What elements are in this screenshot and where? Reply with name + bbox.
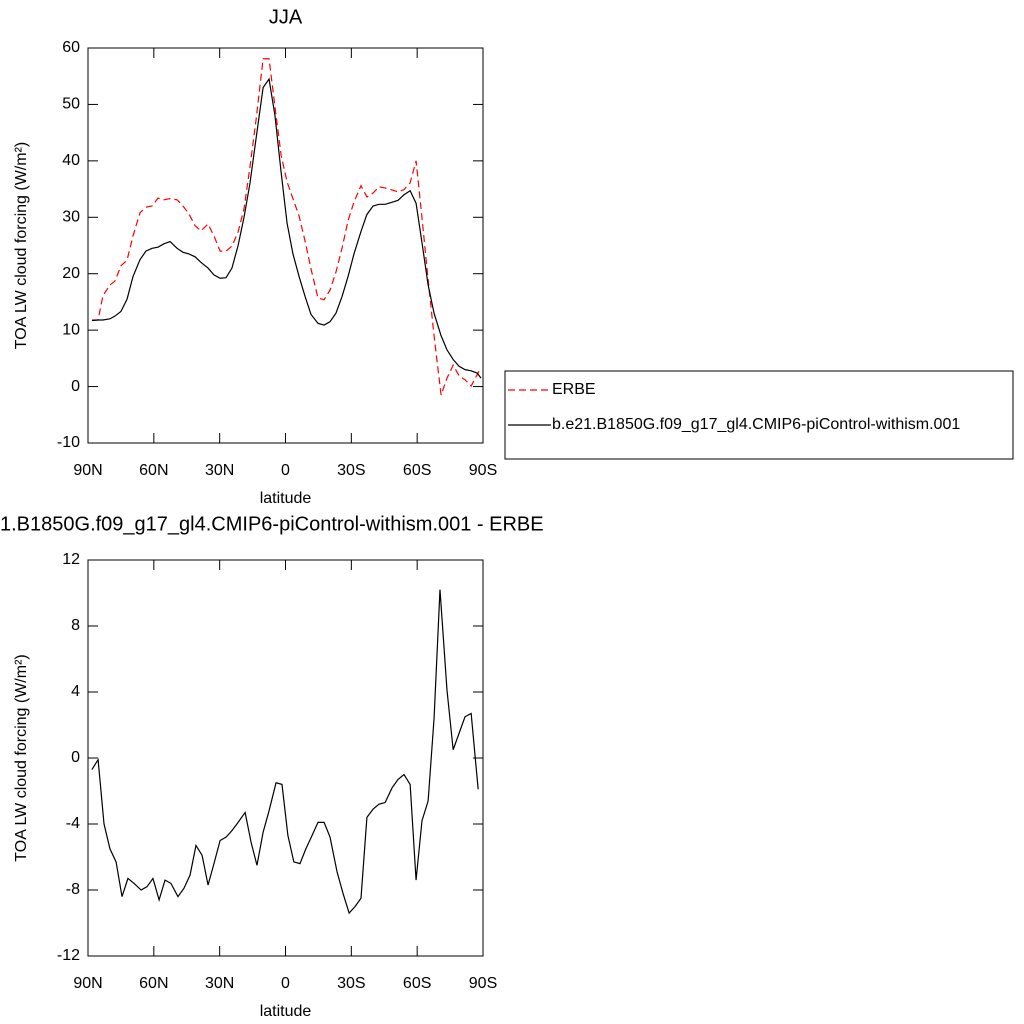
x-tick-label: 90S	[469, 975, 497, 992]
x-tick-label: 30N	[205, 975, 234, 992]
x-tick-label: 30S	[337, 462, 365, 479]
y-tick-label: 40	[62, 152, 80, 169]
y-tick-label: 50	[62, 96, 80, 113]
x-tick-label: 60S	[403, 462, 431, 479]
x-axis-label: latitude	[260, 490, 312, 507]
y-tick-label: 20	[62, 265, 80, 282]
chart-title: JJA	[269, 6, 303, 28]
y-tick-label: 60	[62, 39, 80, 56]
x-tick-label: 30S	[337, 975, 365, 992]
data-line	[91, 589, 479, 915]
x-tick-label: 60S	[403, 975, 431, 992]
y-tick-label: 12	[62, 551, 80, 568]
y-tick-label: 8	[71, 617, 80, 634]
y-tick-label: 0	[71, 378, 80, 395]
y-axis-label: TOA LW cloud forcing (W/m²)	[13, 654, 30, 861]
x-tick-label: 0	[281, 462, 290, 479]
plot-frame	[87, 47, 484, 444]
chart-title: 1.B1850G.f09_g17_gl4.CMIP6-piControl-wit…	[0, 513, 544, 535]
y-tick-label: 4	[71, 683, 80, 700]
x-tick-label: 90N	[73, 975, 102, 992]
y-axis-label: TOA LW cloud forcing (W/m²)	[13, 142, 30, 349]
legend-box	[504, 370, 1014, 460]
x-axis-label: latitude	[260, 1003, 312, 1020]
y-tick-label: -4	[66, 815, 80, 832]
y-tick-label: 30	[62, 209, 80, 226]
x-tick-label: 60N	[139, 462, 168, 479]
x-tick-label: 30N	[205, 462, 234, 479]
x-tick-label: 60N	[139, 975, 168, 992]
legend-label: ERBE	[552, 381, 596, 398]
x-tick-label: 90S	[469, 462, 497, 479]
y-tick-label: 0	[71, 749, 80, 766]
x-tick-label: 0	[281, 975, 290, 992]
legend-label: b.e21.B1850G.f09_g17_gl4.CMIP6-piControl…	[552, 416, 960, 433]
plot-frame	[87, 559, 484, 957]
y-tick-label: -12	[57, 947, 80, 964]
y-tick-label: 10	[62, 321, 80, 338]
y-tick-label: -10	[57, 434, 80, 451]
y-tick-label: -8	[66, 881, 80, 898]
data-line	[91, 77, 482, 379]
data-line	[91, 58, 482, 396]
x-tick-label: 90N	[73, 462, 102, 479]
